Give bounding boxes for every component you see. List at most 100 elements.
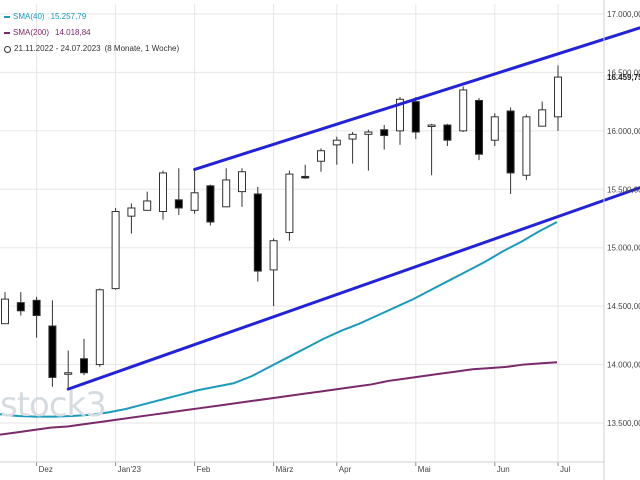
candle — [222, 168, 231, 208]
candle — [269, 238, 278, 307]
candle — [506, 107, 515, 194]
channel-lower-line — [66, 186, 640, 391]
candle — [143, 191, 152, 211]
candle-body — [238, 171, 246, 193]
candle-body — [538, 109, 547, 127]
candle — [364, 129, 373, 171]
candle-body — [380, 129, 389, 137]
candle-body — [411, 101, 420, 133]
channel-upper-line — [193, 26, 640, 171]
x-tick-label: Jan'23 — [118, 465, 142, 474]
y-tick-label: 15.500,00 — [607, 185, 640, 194]
candle — [443, 123, 452, 147]
candle — [238, 168, 246, 207]
legend-period: 21.11.2022 - 24.07.2023 (8 Monate, 1 Woc… — [4, 41, 179, 57]
sma40-swatch — [4, 16, 10, 18]
candle — [459, 86, 468, 133]
candle-body — [159, 172, 167, 212]
sma40-label: SMA(40) — [13, 12, 45, 21]
candle — [253, 186, 262, 282]
candle-body — [332, 139, 341, 146]
candle-body — [16, 302, 25, 312]
candle — [490, 113, 499, 147]
candle — [427, 123, 436, 176]
sma40-value: 15.257,79 — [50, 12, 87, 21]
candle-body — [127, 207, 136, 217]
sma200-label: SMA(200) — [13, 28, 50, 37]
legend-item-sma200[interactable]: SMA(200) 14.018,84 — [4, 25, 179, 41]
y-tick-label: 14.500,00 — [607, 302, 640, 311]
candle-body — [490, 116, 499, 141]
x-tick-label: Jul — [560, 465, 570, 474]
candle-body — [475, 99, 483, 155]
sma200-value: 14.018,84 — [55, 28, 91, 37]
candle — [95, 288, 104, 367]
legend: SMA(40) 15.257,79 SMA(200) 14.018,84 21.… — [4, 9, 179, 57]
x-tick-label: März — [276, 465, 294, 474]
y-tick-label: 13.500,00 — [607, 419, 640, 428]
candle — [554, 65, 562, 131]
candle-body — [190, 192, 199, 211]
candle — [380, 125, 389, 150]
candle-body — [522, 116, 531, 176]
x-tick-label: Feb — [197, 465, 211, 474]
candle — [16, 292, 25, 316]
candle — [111, 207, 120, 290]
y-tick-label: 15.000,00 — [607, 244, 640, 253]
candle-body — [317, 150, 325, 162]
candle — [206, 184, 215, 226]
y-tick-label: 17.000,00 — [607, 10, 640, 19]
candle — [80, 338, 88, 376]
sma40-line — [0, 221, 558, 418]
candle-body — [80, 358, 88, 374]
candle — [285, 170, 294, 241]
candle — [190, 168, 199, 214]
candle-body — [427, 124, 436, 128]
candle-body — [206, 185, 215, 223]
candle-body — [364, 131, 373, 135]
last-price-label: 16.459,75 — [607, 73, 640, 82]
candle-body — [174, 199, 183, 209]
candle — [301, 164, 310, 179]
candle-body — [554, 76, 562, 118]
y-tick-label: 16.000,00 — [607, 127, 640, 136]
candle-body — [64, 372, 73, 375]
candle-body — [506, 110, 515, 174]
candle-body — [111, 210, 120, 290]
candle-body — [396, 98, 404, 132]
candle-body — [1, 298, 9, 325]
candle-body — [348, 133, 357, 140]
candle — [48, 300, 57, 387]
legend-item-sma40[interactable]: SMA(40) 15.257,79 — [4, 9, 179, 25]
candle — [32, 296, 41, 338]
candle-body — [222, 179, 231, 208]
candle — [475, 98, 483, 161]
candle — [127, 203, 136, 234]
x-tick-label: Mai — [418, 465, 431, 474]
clock-icon — [4, 45, 11, 53]
candle — [317, 148, 325, 172]
x-tick-label: Jun — [497, 465, 510, 474]
sma200-line — [0, 361, 558, 436]
watermark-logo: stock3 — [0, 385, 107, 425]
candle — [522, 114, 531, 180]
candle-body — [443, 124, 452, 141]
candle — [348, 132, 357, 164]
candle-body — [95, 289, 104, 366]
candle — [332, 136, 341, 165]
y-tick-label: 14.000,00 — [607, 361, 640, 370]
x-tick-label: Apr — [339, 465, 352, 474]
candle — [538, 101, 547, 127]
candle-body — [32, 299, 41, 316]
period-range: 21.11.2022 - 24.07.2023 — [14, 44, 101, 53]
x-tick-label: Dez — [39, 465, 53, 474]
candle — [64, 350, 73, 391]
candle — [1, 292, 9, 325]
trend-channel — [66, 26, 640, 391]
candle-body — [48, 325, 57, 378]
y-tick-label: 16.500,00 — [607, 68, 640, 77]
candle — [174, 168, 183, 215]
candle-body — [143, 200, 152, 211]
